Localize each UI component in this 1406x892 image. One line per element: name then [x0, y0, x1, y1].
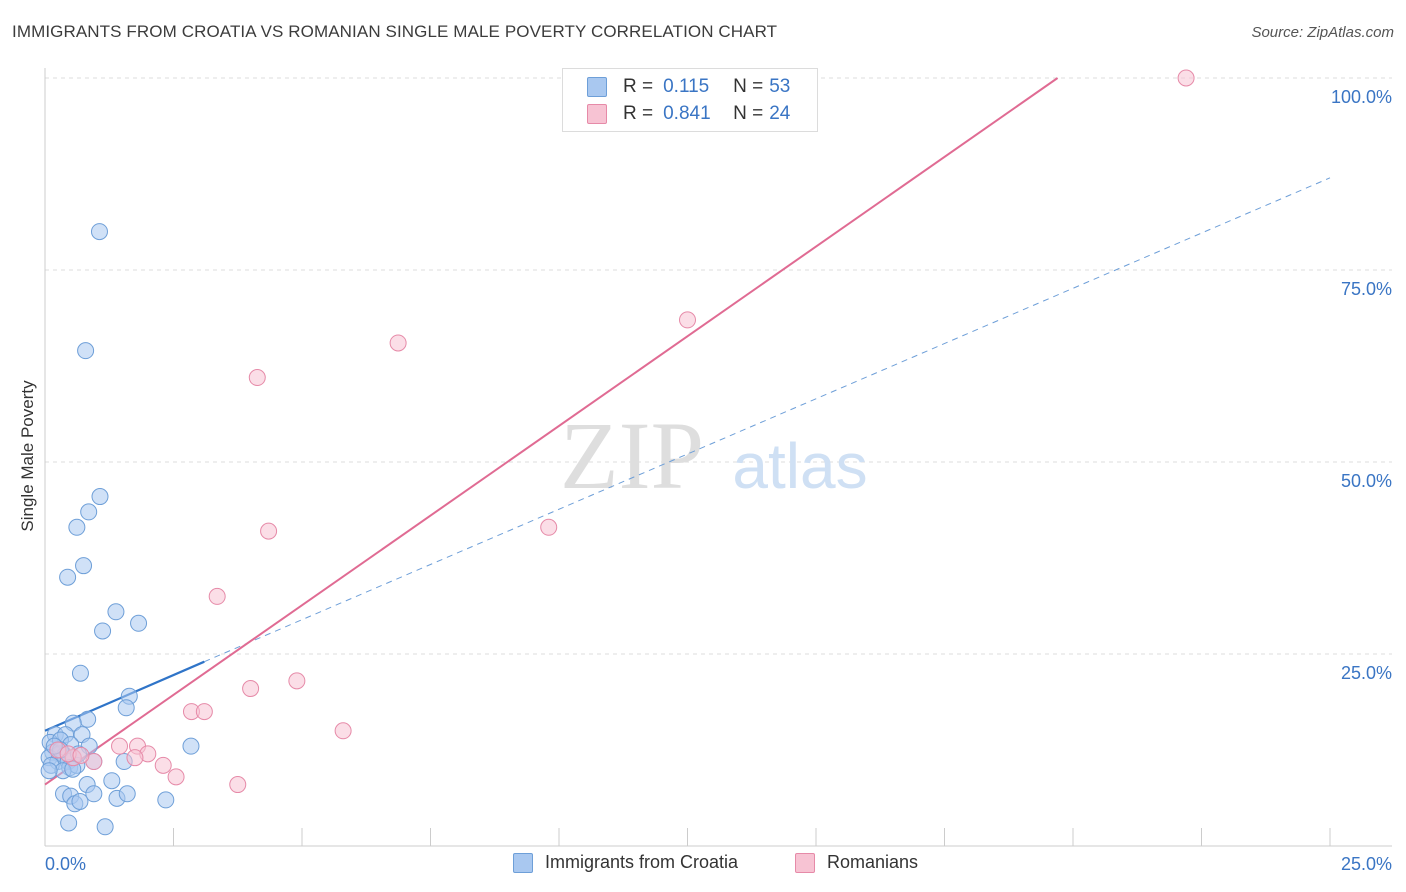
bottom-legend-label-croatia: Immigrants from Croatia — [545, 852, 739, 872]
bottom-legend-swatch-croatia — [513, 852, 533, 873]
point-croatia — [90, 223, 108, 241]
point-romanians — [195, 703, 213, 721]
point-croatia — [96, 818, 114, 836]
point-croatia — [118, 785, 136, 803]
y-tick-label: 25.0% — [1341, 663, 1392, 683]
point-croatia — [107, 603, 125, 621]
legend-r-label: R = — [623, 76, 654, 97]
bottom-legend-romanians: Romanians — [795, 852, 918, 873]
watermark: ZIP atlas — [560, 402, 868, 509]
point-romanians — [1177, 69, 1195, 87]
point-croatia — [40, 762, 58, 780]
point-croatia — [79, 710, 97, 728]
point-romanians — [288, 672, 306, 690]
point-croatia — [182, 737, 200, 755]
point-croatia — [60, 814, 78, 832]
source-label: Source: ZipAtlas.com — [1251, 24, 1394, 41]
point-croatia — [117, 699, 135, 717]
point-croatia — [68, 518, 86, 536]
point-croatia — [91, 488, 109, 506]
y-tick-label: 75.0% — [1341, 279, 1392, 299]
point-romanians — [260, 522, 278, 540]
point-romanians — [389, 334, 407, 352]
correlation-legend: R = 0.115 N = 53 R = 0.841 N = 24 — [562, 68, 818, 132]
bottom-legend-swatch-romanians — [795, 852, 815, 873]
legend-n-label: N = — [733, 76, 764, 97]
point-croatia — [71, 792, 89, 810]
point-romanians — [229, 776, 247, 794]
y-tick-label: 100.0% — [1331, 87, 1392, 107]
legend-r-value: 0.841 — [663, 103, 711, 124]
point-romanians — [126, 749, 144, 767]
legend-n-value: 53 — [769, 76, 791, 97]
legend-n-label: N = — [733, 103, 764, 124]
point-croatia — [71, 664, 89, 682]
x-tick-label-right: 25.0% — [1341, 854, 1392, 874]
bottom-legend-croatia: Immigrants from Croatia — [513, 852, 738, 873]
data-points — [40, 69, 1195, 836]
trend-line-croatia-extension — [204, 177, 1331, 663]
chart-title: IMMIGRANTS FROM CROATIA VS ROMANIAN SING… — [12, 22, 778, 41]
legend-row-romanians: R = 0.841 N = 24 — [587, 101, 790, 127]
legend-n-value: 24 — [769, 103, 791, 124]
y-axis-label: Single Male Poverty — [18, 380, 37, 532]
legend-r-label: R = — [623, 103, 654, 124]
point-romanians — [154, 756, 172, 774]
bottom-legend-label-romanians: Romanians — [827, 852, 919, 872]
point-croatia — [103, 772, 121, 790]
point-croatia — [94, 622, 112, 640]
point-croatia — [157, 791, 175, 809]
point-romanians — [167, 768, 185, 786]
point-romanians — [242, 680, 260, 698]
y-tick-label: 50.0% — [1341, 471, 1392, 491]
watermark-atlas: atlas — [732, 430, 867, 502]
legend-swatch-romanians — [587, 104, 607, 124]
point-croatia — [80, 503, 98, 521]
point-croatia — [77, 342, 95, 360]
trend-line-romanians — [44, 77, 1059, 786]
watermark-zip: ZIP — [560, 402, 704, 509]
point-romanians — [248, 369, 266, 387]
point-romanians — [540, 518, 558, 536]
legend-swatch-croatia — [587, 77, 607, 97]
point-romanians — [679, 311, 696, 329]
point-croatia — [85, 785, 103, 803]
point-romanians — [72, 746, 90, 764]
legend-row-croatia: R = 0.115 N = 53 — [587, 74, 790, 100]
point-croatia — [59, 568, 77, 586]
point-croatia — [130, 614, 148, 632]
point-romanians — [208, 587, 226, 605]
legend-r-value: 0.115 — [663, 76, 710, 97]
x-tick-label-left: 0.0% — [45, 854, 86, 874]
tick-labels: 25.0% 50.0% 75.0% 100.0% 0.0% 25.0% — [45, 87, 1392, 874]
point-romanians — [334, 722, 352, 740]
grid-lines — [45, 77, 1392, 655]
point-croatia — [75, 557, 93, 575]
point-romanians — [111, 737, 129, 755]
axes — [44, 68, 1392, 847]
